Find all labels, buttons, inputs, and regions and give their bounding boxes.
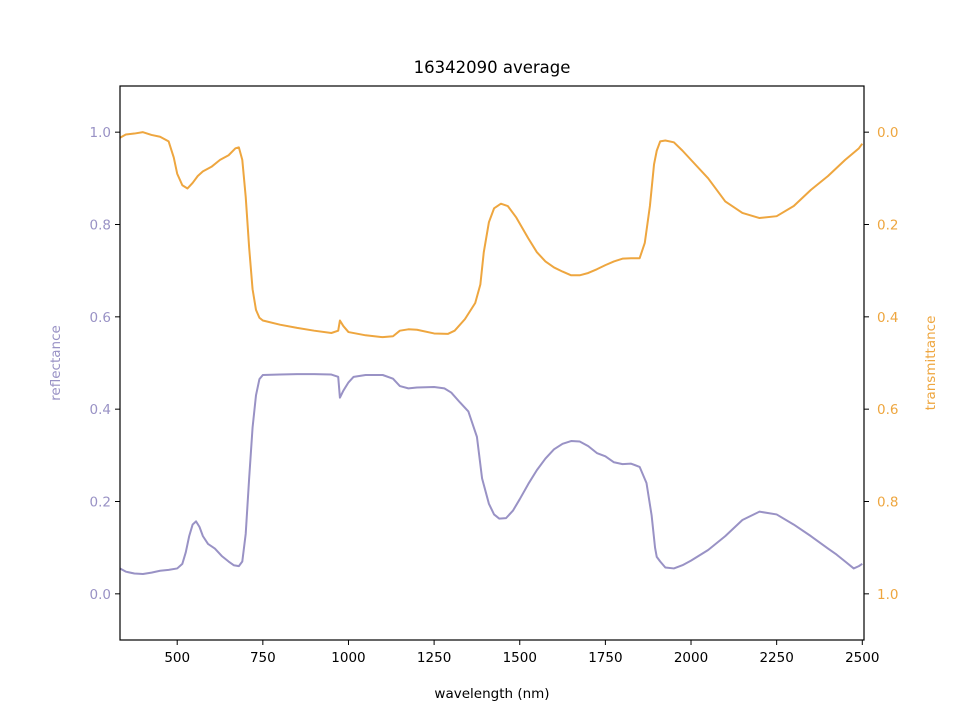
x-axis-label: wavelength (nm) [434, 686, 549, 702]
x-tick-label: 500 [164, 650, 190, 666]
y-left-tick-label: 0.2 [90, 495, 111, 511]
y-left-tick-label: 0.6 [90, 310, 111, 326]
series-layer [119, 131, 864, 575]
series-line-reflectance [119, 373, 863, 575]
y-right-axis-label: transmittance [923, 316, 939, 411]
x-tick-label: 1250 [417, 650, 451, 666]
y-left-tick-label: 0.8 [90, 218, 111, 234]
chart-title: 16342090 average [414, 58, 571, 77]
x-tick-label: 1000 [331, 650, 365, 666]
y-left-tick-label: 1.0 [90, 125, 111, 141]
y-left-tick-label: 0.4 [90, 402, 111, 418]
y-left-axis-ticks: 0.0 0.2 0.4 0.6 0.8 1.0 [90, 125, 120, 603]
y-right-tick-label: 0.0 [877, 125, 898, 141]
x-tick-label: 1750 [588, 650, 622, 666]
y-right-axis-ticks: 0.0 0.2 0.4 0.6 0.8 1.0 [864, 125, 898, 603]
x-tick-label: 1500 [503, 650, 537, 666]
y-right-tick-label: 0.6 [877, 402, 898, 418]
plot-frame [119, 85, 865, 641]
y-left-axis-label: reflectance [48, 325, 64, 401]
y-right-tick-label: 0.2 [877, 218, 898, 234]
x-tick-label: 750 [250, 650, 276, 666]
x-tick-label: 2250 [759, 650, 793, 666]
y-left-tick-label: 0.0 [90, 587, 111, 603]
y-right-tick-label: 1.0 [877, 587, 898, 603]
x-tick-label: 2000 [674, 650, 708, 666]
x-axis-ticks: 500 750 1000 1250 1500 1750 2000 2250 2500 [164, 640, 879, 666]
x-tick-label: 2500 [845, 650, 879, 666]
y-right-tick-label: 0.8 [877, 495, 898, 511]
y-right-tick-label: 0.4 [877, 310, 898, 326]
series-line-transmittance [119, 131, 864, 339]
